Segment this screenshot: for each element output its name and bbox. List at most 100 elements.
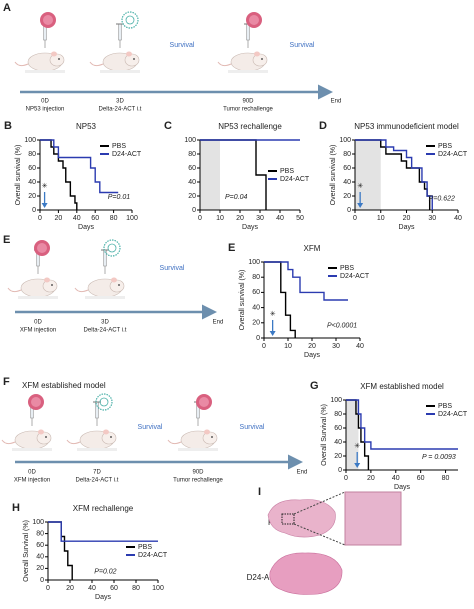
end-label: End — [297, 470, 308, 476]
treatment-arrowhead — [354, 463, 361, 468]
legend-label: D24-ACT — [340, 273, 370, 280]
legend-label: D24-ACT — [438, 411, 468, 418]
panel-label: C — [164, 120, 172, 132]
y-tick-label: 60 — [188, 165, 196, 172]
y-tick-label: 100 — [248, 259, 260, 266]
brain-section — [267, 499, 336, 538]
chart: E XFM 0 20 40 60 80 100 0 10 20 30 40 Days Overall sur… — [228, 242, 370, 359]
y-tick-label: 80 — [252, 274, 260, 281]
x-tick-label: 80 — [110, 215, 118, 222]
zoom-image — [344, 491, 402, 546]
survival-curve — [48, 521, 73, 580]
x-tick-label: 100 — [126, 215, 138, 222]
survival-curve — [48, 521, 158, 542]
x-tick-label: 40 — [356, 343, 364, 350]
survival-curve — [264, 261, 348, 301]
x-tick-label: 100 — [152, 585, 164, 592]
event-day: 0D — [34, 320, 42, 326]
survival-curve — [40, 139, 119, 194]
zoom-line — [293, 491, 346, 515]
x-tick-label: 80 — [442, 475, 450, 482]
x-tick-label: 0 — [262, 343, 266, 350]
x-tick-label: 40 — [73, 215, 81, 222]
x-tick-label: 20 — [236, 215, 244, 222]
y-tick-label: 60 — [343, 165, 351, 172]
mouse-icon — [1, 429, 53, 452]
y-tick-label: 60 — [36, 542, 44, 549]
y-axis-label: Overall Survival (%) — [321, 404, 328, 466]
mouse-icon — [74, 277, 126, 300]
shaded-range — [355, 140, 381, 210]
event-label: Delta-24-ACT i.t — [84, 328, 127, 334]
panel-label: B — [4, 120, 12, 132]
chart-title: XFM rechallenge — [73, 504, 134, 513]
event-day: 0D — [41, 99, 49, 105]
y-tick-label: 80 — [343, 151, 351, 158]
y-tick-label: 100 — [339, 137, 351, 144]
syringe-icon — [115, 23, 125, 49]
x-tick-label: 0 — [344, 475, 348, 482]
p-value: P=0.04 — [225, 194, 247, 201]
virus-icon — [103, 239, 121, 257]
tumor-icon — [196, 394, 212, 410]
x-tick-label: 20 — [55, 215, 63, 222]
event-day: 90D — [192, 470, 204, 476]
x-tick-label: 20 — [367, 475, 375, 482]
x-axis-label: Days — [78, 224, 94, 231]
histology-panel: I PBS D24-ACT — [247, 486, 402, 595]
chart-title: XFM — [304, 244, 321, 253]
treatment-arrowhead — [41, 203, 48, 208]
legend-label: D24-ACT — [112, 151, 142, 158]
panel-label: F — [3, 376, 10, 388]
survival-label: Survival — [160, 265, 185, 272]
x-tick-label: 40 — [88, 585, 96, 592]
panel-label: D — [319, 120, 327, 132]
y-tick-label: 80 — [334, 411, 342, 418]
chart: D NP53 immunodeficient model 0 20 40 60 80 100 0… — [319, 120, 468, 231]
panel-label: H — [12, 502, 20, 514]
x-axis-label: Days — [399, 224, 415, 231]
treatment-icon: ✳ — [42, 182, 48, 190]
legend-label: D24-ACT — [280, 176, 310, 183]
legend-label: D24-ACT — [438, 151, 468, 158]
timeline-e: E 0D XFM injection 3D Delta-24-ACT i.t S… — [3, 234, 223, 334]
tumor-icon — [34, 240, 50, 256]
brain-section — [269, 552, 343, 595]
syringe-icon — [100, 249, 110, 275]
x-tick-label: 60 — [417, 475, 425, 482]
y-tick-label: 0 — [338, 467, 342, 474]
panel-label: E — [228, 242, 235, 254]
y-tick-label: 100 — [32, 519, 44, 526]
survival-label: Survival — [240, 424, 265, 431]
timeline-f: F XFM established model 0D XFM injection… — [1, 376, 308, 484]
y-axis-label: Overall survival (%) — [330, 145, 337, 206]
survival-curve — [355, 139, 433, 210]
chart-title: NP53 immunodeficient model — [354, 122, 459, 131]
y-axis-label: Overall Survival (%) — [23, 520, 30, 582]
x-tick-label: 30 — [256, 215, 264, 222]
survival-label: Survival — [138, 424, 163, 431]
zoom-box — [281, 513, 295, 525]
y-tick-label: 80 — [28, 151, 36, 158]
treatment-icon: ✳ — [354, 442, 360, 450]
treatment-icon: ✳ — [270, 310, 276, 318]
x-tick-label: 10 — [216, 215, 224, 222]
y-tick-label: 20 — [334, 453, 342, 460]
timeline-title: XFM established model — [22, 381, 106, 390]
y-tick-label: 100 — [330, 397, 342, 404]
x-tick-label: 20 — [403, 215, 411, 222]
mouse-icon — [7, 277, 59, 300]
y-tick-label: 0 — [192, 207, 196, 214]
x-tick-label: 20 — [308, 343, 316, 350]
event-label: Delta-24-ACT i.t — [99, 107, 142, 113]
survival-label: Survival — [290, 42, 315, 49]
x-axis-label: Days — [394, 484, 410, 491]
y-tick-label: 100 — [184, 137, 196, 144]
event-day: 0D — [28, 470, 36, 476]
y-tick-label: 20 — [28, 193, 36, 200]
event-day: 7D — [93, 470, 101, 476]
legend-label: PBS — [280, 168, 294, 175]
x-tick-label: 10 — [284, 343, 292, 350]
y-tick-label: 40 — [334, 439, 342, 446]
